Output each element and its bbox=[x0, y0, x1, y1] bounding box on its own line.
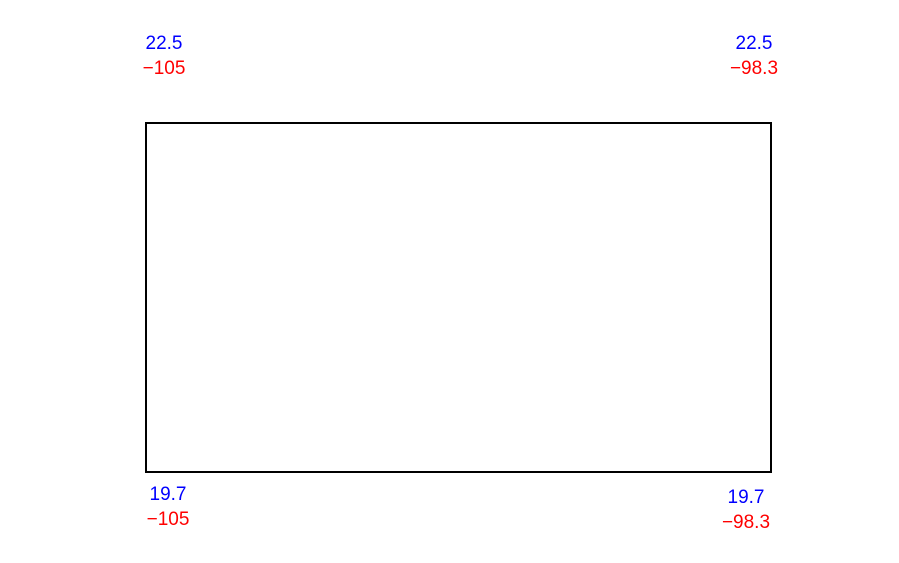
corner-label-bottom-right: 19.7 −98.3 bbox=[710, 485, 782, 535]
corner-label-bottom-left: 19.7 −105 bbox=[138, 482, 198, 532]
latitude-label: 19.7 bbox=[727, 487, 765, 508]
latitude-label: 19.7 bbox=[149, 484, 187, 505]
corner-label-top-right: 22.5 −98.3 bbox=[718, 31, 790, 81]
longitude-label: −98.3 bbox=[729, 58, 779, 79]
longitude-label: −98.3 bbox=[721, 512, 771, 533]
longitude-label: −105 bbox=[142, 58, 186, 79]
latitude-label: 22.5 bbox=[145, 33, 183, 54]
map-extent-frame bbox=[145, 122, 772, 473]
corner-label-top-left: 22.5 −105 bbox=[134, 31, 194, 81]
latitude-label: 22.5 bbox=[735, 33, 773, 54]
longitude-label: −105 bbox=[146, 509, 190, 530]
